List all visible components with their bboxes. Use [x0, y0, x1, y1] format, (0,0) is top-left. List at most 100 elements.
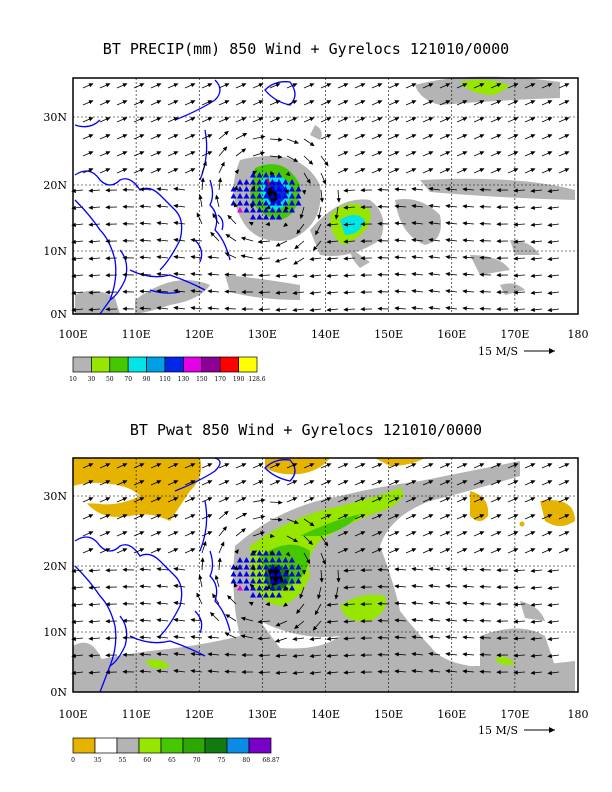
wind-vector-head: [547, 168, 553, 173]
wind-vector-head: [309, 463, 315, 468]
gyre-marker: [276, 186, 282, 192]
wind-vector-head: [496, 514, 502, 519]
wind-vector-head: [394, 83, 400, 88]
wind-vector-head: [139, 480, 145, 485]
wind-vector-head: [258, 463, 264, 468]
gyre-marker: [263, 214, 269, 220]
wind-vector-head: [283, 222, 289, 227]
wind-vector-head: [88, 653, 93, 658]
wind-vector-head: [428, 288, 434, 294]
wind-vector-head: [394, 567, 399, 572]
wind-vector-head: [173, 497, 179, 502]
wind-vector-head: [530, 222, 535, 227]
longitude-label: 180: [568, 328, 589, 341]
gyre-marker: [289, 207, 295, 213]
wind-vector-head: [394, 306, 399, 311]
wind-vector-head: [173, 254, 179, 260]
wind-vector-head: [88, 188, 93, 193]
wind-vector-head: [496, 670, 501, 675]
gyre-marker: [250, 193, 256, 199]
wind-vector-head: [309, 141, 315, 147]
wind-vector-head: [257, 619, 263, 624]
wind-vector-head: [428, 220, 434, 226]
wind-vector-head: [394, 204, 399, 209]
wind-vector-head: [360, 134, 366, 139]
wind-vector-head: [122, 618, 127, 623]
wind-vector-head: [278, 137, 283, 142]
wind-vector-head: [462, 221, 467, 226]
wind-vector-head: [530, 670, 535, 675]
pwat-field-layer: [73, 458, 575, 692]
wind-vector-head: [122, 463, 128, 468]
wind-vector-head: [122, 204, 127, 209]
wind-vector-head: [547, 134, 553, 139]
wind-vector-head: [462, 151, 468, 156]
gyre-marker: [263, 179, 269, 185]
wind-vector-head: [156, 497, 162, 502]
wind-vector-head: [394, 272, 399, 277]
wind-vector-head: [224, 480, 230, 485]
gyre-marker: [282, 200, 289, 206]
gyre-marker: [269, 571, 276, 577]
wind-vector-head: [377, 652, 382, 657]
wind-vector-head: [445, 204, 450, 209]
wind-vector-head: [547, 83, 553, 88]
wind-vector-head: [445, 221, 450, 226]
wind-vector-head: [156, 584, 161, 589]
gyre-marker: [289, 200, 295, 206]
wind-vector-head: [343, 117, 349, 122]
wind-vector-head: [309, 273, 315, 279]
wind-vector-head: [251, 185, 256, 191]
gyre-marker: [256, 207, 263, 213]
wind-vector-head: [139, 100, 145, 105]
wind-vector-head: [105, 273, 110, 278]
wind-vector-head: [547, 497, 553, 502]
wind-vector-head: [445, 567, 450, 572]
wind-vector-head: [428, 514, 434, 519]
wind-vector-head: [428, 117, 434, 122]
wind-vector-head: [479, 255, 484, 260]
wind-vector-head: [190, 237, 196, 243]
wind-vector-head: [275, 653, 280, 658]
wind-vector-head: [530, 134, 536, 139]
gyre-marker: [256, 193, 263, 199]
wind-vector-head: [377, 221, 382, 226]
wind-vector-head: [200, 557, 205, 562]
gyre-marker: [282, 193, 289, 199]
wind-vector-head: [156, 531, 162, 536]
wind-vector-head: [496, 568, 501, 573]
longitude-label: 150E: [374, 328, 403, 341]
wind-vector-head: [139, 584, 144, 589]
colorbar-label: 130: [178, 376, 190, 383]
wind-vector-head: [225, 233, 231, 239]
gyre-marker: [263, 186, 269, 192]
wind-vector-head: [156, 151, 162, 156]
gyre-marker: [263, 564, 269, 570]
wind-vector-head: [139, 255, 144, 260]
wind-vector-head: [411, 168, 417, 173]
wind-vector-head: [156, 463, 162, 468]
wind-vector-head: [190, 271, 196, 277]
wind-vector-head: [207, 669, 212, 674]
wind-vector-head: [360, 255, 365, 261]
colorbar-label: 60: [143, 757, 151, 764]
wind-vector-head: [225, 614, 231, 619]
wind-vector-head: [248, 601, 254, 606]
colorbar-swatch: [204, 737, 228, 754]
gyre-marker: [263, 550, 269, 556]
wind-vector-head: [156, 652, 161, 657]
wind-vector-head: [105, 134, 111, 139]
wind-vector-head: [105, 188, 110, 193]
wind-vector-head: [377, 548, 383, 553]
wind-vector-head: [394, 289, 399, 294]
wind-vector-head: [479, 117, 485, 122]
wind-vector-head: [173, 480, 179, 485]
wind-vector-head: [428, 186, 434, 192]
wind-vector-head: [496, 222, 501, 227]
wind-vector-head: [139, 168, 145, 173]
wind-vector-head: [296, 609, 301, 614]
wind-vector-head: [360, 221, 365, 227]
wind-vector-head: [394, 635, 399, 640]
wind-vector-head: [88, 151, 94, 156]
wind-vector-head: [241, 148, 247, 153]
